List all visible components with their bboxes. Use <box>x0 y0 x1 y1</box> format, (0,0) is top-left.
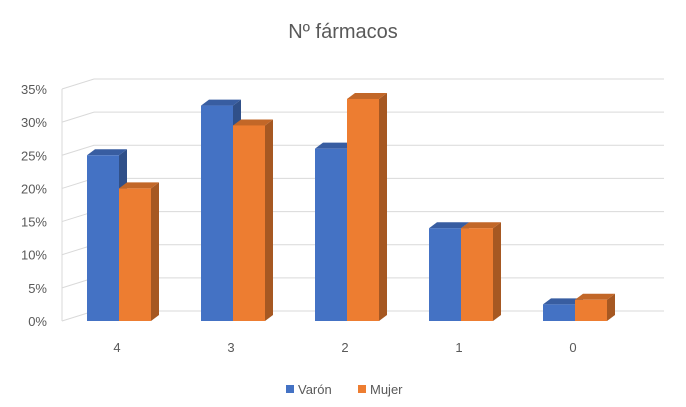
bar-front <box>575 299 607 321</box>
bar-mujer-2 <box>347 92 387 321</box>
bar-top <box>119 182 159 189</box>
bar-mujer-0 <box>575 293 615 321</box>
x-tick-label: 3 <box>227 340 234 355</box>
bar-front <box>119 188 151 321</box>
bar-front <box>315 148 347 321</box>
bar-front <box>347 98 379 321</box>
chart-title: Nº fármacos <box>288 21 398 43</box>
bars <box>87 92 615 321</box>
gridline <box>61 78 664 90</box>
bar-mujer-4 <box>119 182 159 321</box>
bar-top <box>201 99 241 106</box>
bar-top <box>575 293 615 300</box>
bar-front <box>429 228 461 321</box>
legend-swatch <box>358 385 366 393</box>
bar-side <box>265 119 273 321</box>
bar-mujer-1 <box>461 222 501 321</box>
bar-top <box>315 142 355 149</box>
y-tick-label: 10% <box>21 248 47 263</box>
y-tick-label: 0% <box>28 314 47 329</box>
bar-front <box>87 155 119 321</box>
bar-front <box>233 125 265 321</box>
gridline <box>61 111 664 123</box>
gridline <box>61 144 664 156</box>
bar-front <box>543 304 575 321</box>
bar-top <box>233 119 273 126</box>
bar-mujer-3 <box>233 119 273 321</box>
y-axis-ticks: 0% 5% 10% 15% 20% 25% 30% 35% <box>21 82 47 329</box>
x-tick-label: 1 <box>455 340 462 355</box>
bar-top <box>461 222 501 229</box>
legend-label: Varón <box>298 382 332 397</box>
bar-side <box>493 222 501 321</box>
bar-top <box>347 92 387 99</box>
y-tick-label: 15% <box>21 215 47 230</box>
legend-swatch <box>286 385 294 393</box>
y-tick-label: 35% <box>21 82 47 97</box>
x-tick-label: 4 <box>113 340 120 355</box>
bar-side <box>379 92 387 321</box>
y-tick-label: 20% <box>21 181 47 196</box>
bar-top <box>543 298 583 305</box>
legend-label: Mujer <box>370 382 403 397</box>
y-tick-label: 25% <box>21 148 47 163</box>
bar-front <box>201 105 233 321</box>
y-tick-label: 30% <box>21 115 47 130</box>
legend: Varón Mujer <box>286 382 403 397</box>
bar-front <box>461 228 493 321</box>
x-axis-ticks: 4 3 2 1 0 <box>113 340 576 355</box>
bar-side <box>607 293 615 321</box>
bar-side <box>151 182 159 321</box>
x-tick-label: 0 <box>569 340 576 355</box>
x-tick-label: 2 <box>341 340 348 355</box>
bar-top <box>429 222 469 229</box>
bar-top <box>87 149 127 156</box>
y-tick-label: 5% <box>28 281 47 296</box>
